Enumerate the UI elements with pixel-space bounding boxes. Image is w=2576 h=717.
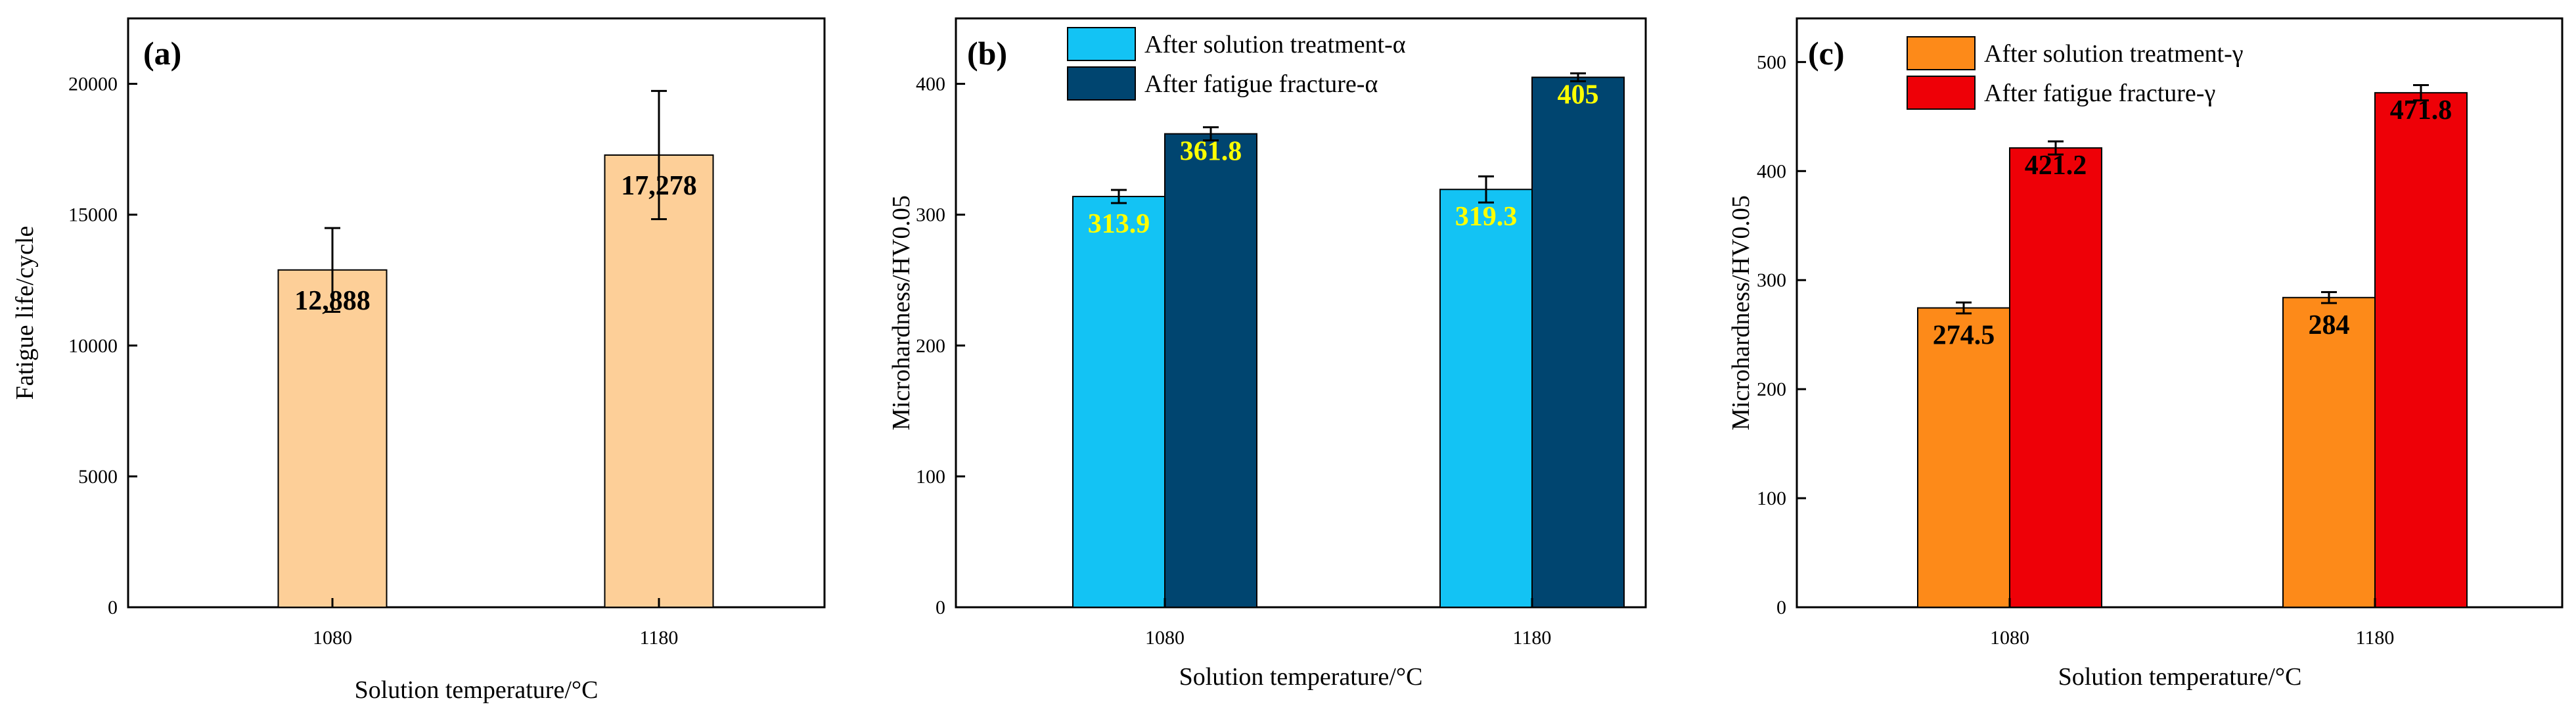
legend-swatch-fatigue-fracture — [1067, 66, 1136, 101]
data-label: 319.3 — [1455, 202, 1518, 232]
legend-swatch-solution-treatment — [1067, 27, 1136, 61]
legend-swatch-fatigue-fracture — [1907, 76, 1976, 110]
x-axis-title: Solution temperature/°C — [1179, 663, 1423, 691]
legend-label-solution-treatment: After solution treatment-α — [1144, 31, 1406, 58]
bar — [604, 154, 714, 608]
error-bar — [651, 89, 667, 221]
y-tick-label: 100 — [916, 466, 945, 488]
error-bar — [1570, 72, 1586, 83]
x-tick-label: 1080 — [1145, 627, 1185, 649]
bar — [2282, 296, 2376, 608]
plot-frame — [127, 17, 826, 609]
y-tick-label: 0 — [936, 597, 945, 618]
y-tick-label: 300 — [1757, 269, 1786, 291]
data-label: 471.8 — [2390, 95, 2452, 126]
error-bar — [325, 227, 340, 313]
y-tick-label: 400 — [1757, 160, 1786, 182]
bar — [277, 269, 388, 609]
error-bar — [2048, 140, 2064, 156]
panel-label: (a) — [143, 35, 181, 72]
error-bar — [1203, 126, 1219, 142]
panel-label: (c) — [1808, 35, 1845, 72]
y-tick-label: 500 — [1757, 51, 1786, 73]
data-label: 405 — [1558, 80, 1599, 110]
y-tick-label: 200 — [1757, 379, 1786, 400]
x-tick-label: 1180 — [1513, 627, 1552, 649]
error-bar — [1956, 301, 1972, 315]
bar — [1917, 307, 2010, 608]
x-axis-title: Solution temperature/°C — [2058, 663, 2302, 691]
x-tick-label: 1180 — [640, 627, 679, 649]
y-tick-label: 20000 — [68, 74, 118, 95]
bar — [1439, 189, 1533, 608]
legend: After solution treatment-γ After fatigue… — [1907, 36, 2244, 110]
data-label: 313.9 — [1088, 209, 1150, 239]
x-tick-label: 1080 — [1990, 627, 2029, 649]
legend-label-fatigue-fracture: After fatigue fracture-γ — [1984, 80, 2215, 107]
y-axis-title: Fatigue life/cycle — [11, 226, 39, 400]
data-label: 361.8 — [1180, 137, 1242, 167]
plot-frame — [955, 17, 1647, 609]
data-label: 274.5 — [1933, 321, 1995, 351]
y-tick-label: 10000 — [68, 335, 118, 357]
bar — [2374, 92, 2468, 608]
x-tick-label: 1080 — [313, 627, 352, 649]
data-label: 17,278 — [621, 171, 697, 201]
y-axis-title: Microhardness/HV0.05 — [1727, 195, 1755, 430]
y-axis-title: Microhardness/HV0.05 — [888, 195, 915, 430]
y-tick-label: 0 — [108, 597, 118, 618]
y-tick-label: 15000 — [68, 204, 118, 226]
bar — [1531, 76, 1625, 609]
y-tick-label: 5000 — [78, 466, 118, 488]
y-tick-label: 400 — [916, 74, 945, 95]
data-label: 12,888 — [294, 286, 371, 316]
bar — [1164, 133, 1257, 608]
legend-label-fatigue-fracture: After fatigue fracture-α — [1144, 70, 1378, 98]
error-bar — [2413, 84, 2429, 102]
y-tick-label: 300 — [916, 204, 945, 226]
y-tick-label: 0 — [1776, 597, 1786, 618]
bar — [2009, 147, 2102, 608]
error-bar — [2321, 290, 2337, 304]
y-tick-label: 100 — [1757, 488, 1786, 509]
plot-frame — [1796, 17, 2564, 609]
legend-label-solution-treatment: After solution treatment-γ — [1984, 40, 2244, 68]
data-label: 284 — [2309, 310, 2350, 340]
error-bar — [1111, 189, 1127, 204]
y-tick-label: 200 — [916, 335, 945, 357]
data-label: 421.2 — [2025, 150, 2087, 181]
x-tick-label: 1180 — [2356, 627, 2395, 649]
panel-label: (b) — [967, 35, 1007, 72]
legend-swatch-solution-treatment — [1907, 36, 1976, 70]
legend: After solution treatment-α After fatigue… — [1067, 27, 1406, 101]
error-bar — [1478, 175, 1494, 204]
panel-a: (a) 12,888 17,278 0 5000 10000 15000 20000 10… — [11, 17, 826, 704]
x-axis-title: Solution temperature/°C — [355, 676, 599, 704]
panel-b: (b) 313.9 319.3 361.8 405 0 100 200 300 400 108… — [888, 17, 1647, 691]
bar — [1072, 195, 1165, 608]
